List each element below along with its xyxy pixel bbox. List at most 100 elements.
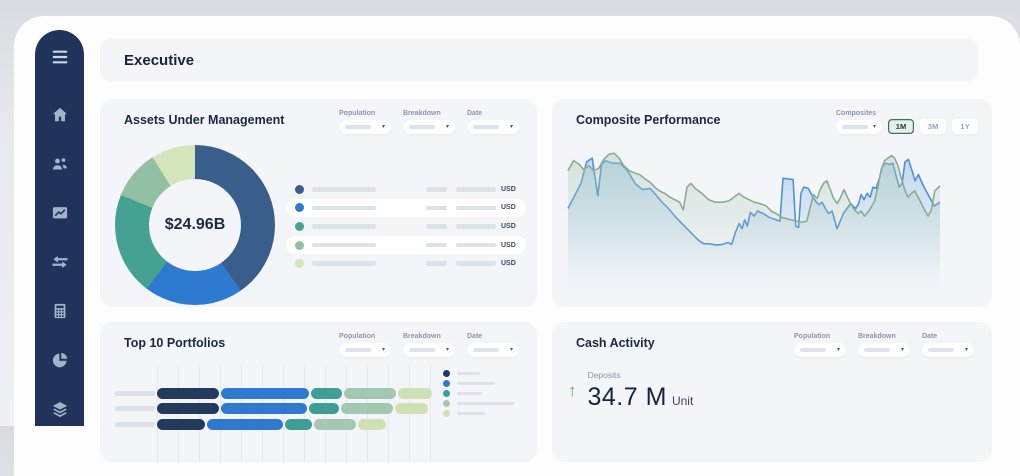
bar-segment [344, 388, 396, 399]
chevron-down-icon: ▾ [509, 347, 513, 353]
legend-dot [295, 240, 304, 250]
breakdown-dropdown[interactable]: Breakdown ▾ [403, 110, 455, 134]
sidebar-item-menu[interactable] [35, 44, 84, 70]
sidebar-item-calculator[interactable] [35, 298, 84, 324]
aum-legend-row[interactable]: USD [286, 235, 526, 255]
bar-segment [221, 388, 309, 399]
breakdown-dropdown-box[interactable]: ▾ [403, 120, 455, 134]
bar-segment [157, 388, 219, 399]
dropdown-placeholder [345, 348, 371, 352]
legend-row [443, 380, 514, 387]
breakdown-dropdown-box[interactable]: ▾ [858, 343, 910, 357]
sidebar-item-layers[interactable] [35, 396, 84, 422]
value-placeholder [456, 242, 496, 248]
population-dropdown[interactable]: Population ▾ [339, 110, 391, 134]
legend-name-placeholder [457, 371, 480, 376]
composite-card-title: Composite Performance [576, 113, 721, 127]
page-title: Executive [124, 51, 195, 69]
chevron-down-icon: ▾ [964, 347, 968, 353]
legend-dot [295, 184, 304, 194]
currency-label: USD [501, 204, 516, 212]
range-button-1m[interactable]: 1M [888, 119, 914, 134]
portfolio-name-placeholder [115, 422, 155, 427]
dropdown-placeholder [473, 125, 499, 129]
portfolio-bar-row[interactable] [115, 419, 388, 430]
sidebar-item-transactions[interactable] [35, 249, 84, 275]
sidebar-item-allocation[interactable] [35, 347, 84, 373]
legend-row [443, 370, 514, 377]
value-placeholder [426, 187, 447, 192]
population-dropdown[interactable]: Population ▾ [339, 333, 391, 357]
date-dropdown[interactable]: Date ▾ [467, 333, 519, 357]
aum-legend-row[interactable]: USD [286, 180, 526, 199]
chevron-down-icon: ▾ [900, 347, 904, 353]
population-dropdown-box[interactable]: ▾ [339, 343, 391, 357]
aum-legend-row[interactable]: USD [286, 198, 526, 218]
legend-dot [295, 221, 304, 231]
legend-name-placeholder [312, 224, 376, 229]
population-dropdown-box[interactable]: ▾ [339, 120, 391, 134]
date-dropdown[interactable]: Date ▾ [922, 333, 974, 357]
cash-activity-card: Cash Activity Population ▾ Breakdown ▾ Date ▾… [552, 322, 992, 462]
breakdown-dropdown[interactable]: Breakdown ▾ [858, 333, 910, 357]
range-button-1y[interactable]: 1Y [952, 119, 978, 134]
series-green-line [567, 152, 941, 224]
dropdown-placeholder [800, 348, 826, 352]
date-dropdown[interactable]: Date ▾ [467, 110, 519, 134]
composites-dropdown-box[interactable]: ▾ [836, 120, 882, 134]
sidebar [35, 30, 84, 426]
aum-total-value: $24.96B [164, 216, 226, 233]
legend-dot [295, 203, 304, 213]
bar-segment [341, 403, 393, 414]
date-dropdown-box[interactable]: ▾ [467, 120, 519, 134]
legend-dot [295, 259, 304, 269]
chevron-down-icon: ▾ [381, 347, 385, 353]
chevron-down-icon: ▾ [509, 124, 513, 130]
legend-row [443, 400, 514, 407]
population-dropdown[interactable]: Population ▾ [794, 333, 846, 357]
sidebar-item-home[interactable] [35, 102, 84, 128]
breakdown-dropdown-label: Breakdown [403, 333, 441, 340]
breakdown-dropdown-box[interactable]: ▾ [403, 343, 455, 357]
legend-row [443, 390, 514, 397]
aum-filters: Population ▾ Breakdown ▾ Date ▾ [339, 110, 519, 134]
value-placeholder [456, 224, 496, 229]
population-dropdown-label: Population [339, 110, 376, 117]
date-dropdown-label: Date [467, 110, 483, 117]
legend-dot [443, 380, 450, 387]
composites-dropdown[interactable]: Composites ▾ [836, 110, 882, 134]
breakdown-dropdown[interactable]: Breakdown ▾ [403, 333, 455, 357]
layers-icon [50, 399, 70, 419]
cash-filters: Population ▾ Breakdown ▾ Date ▾ [794, 333, 974, 357]
sidebar-item-performance[interactable] [35, 200, 84, 226]
population-dropdown-label: Population [794, 333, 831, 340]
portfolio-bar-row[interactable] [115, 388, 434, 399]
date-dropdown-label: Date [922, 333, 938, 340]
metric-label: Deposits [587, 370, 621, 380]
sidebar-item-clients[interactable] [35, 151, 84, 177]
portfolios-card-title: Top 10 Portfolios [124, 336, 226, 350]
legend-name-placeholder [312, 242, 376, 248]
legend-row [443, 410, 514, 417]
legend-dot [443, 370, 450, 377]
dropdown-placeholder [409, 125, 435, 129]
value-placeholder [456, 205, 496, 211]
pie-chart-icon [50, 350, 70, 370]
date-dropdown-box[interactable]: ▾ [922, 343, 974, 357]
portfolio-bar-row[interactable] [115, 403, 430, 414]
bar-segment [285, 419, 312, 430]
population-dropdown-box[interactable]: ▾ [794, 343, 846, 357]
series-green-area [568, 153, 940, 295]
chevron-down-icon: ▾ [381, 124, 385, 130]
aum-legend-row[interactable]: USD [286, 217, 526, 236]
currency-label: USD [501, 241, 516, 249]
portfolios-legend [443, 370, 514, 420]
aum-legend-row[interactable]: USD [286, 254, 526, 273]
legend-dot [443, 400, 450, 407]
currency-label: USD [501, 185, 516, 193]
currency-label: USD [501, 260, 516, 268]
range-button-3m[interactable]: 3M [920, 119, 946, 134]
date-dropdown-box[interactable]: ▾ [467, 343, 519, 357]
page-header: Executive [100, 38, 978, 82]
performance-chart-icon [50, 203, 70, 223]
